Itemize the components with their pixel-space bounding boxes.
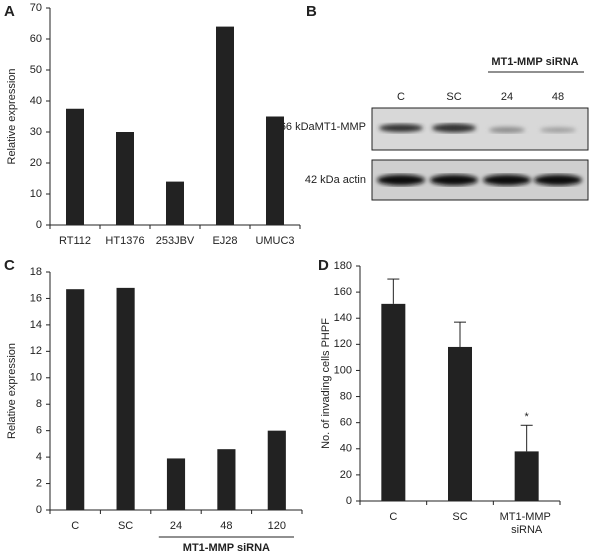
x-tick-label: 253JBV xyxy=(156,235,195,247)
y-tick-label: 4 xyxy=(36,451,42,463)
y-tick-label: 14 xyxy=(30,319,42,331)
bar xyxy=(448,346,472,501)
blot-strip xyxy=(371,107,589,151)
x-tick-label: SC xyxy=(118,520,133,532)
lane-label: 48 xyxy=(552,91,564,103)
y-tick-label: 6 xyxy=(36,425,42,437)
y-tick-label: 16 xyxy=(30,292,42,304)
y-tick-label: 80 xyxy=(340,390,352,402)
y-tick-label: 20 xyxy=(30,157,42,169)
lane-label: SC xyxy=(446,91,461,103)
y-tick-label: 0 xyxy=(36,504,42,516)
x-tick-label: SC xyxy=(452,511,467,523)
y-tick-label: 120 xyxy=(334,338,352,350)
y-tick-label: 180 xyxy=(334,260,352,272)
panel-label: B xyxy=(306,3,317,20)
bar xyxy=(267,430,286,510)
blot-strip xyxy=(371,159,589,201)
y-axis-title: No. of invading cells PHPF xyxy=(320,318,332,449)
x-tick-label: EJ28 xyxy=(212,235,237,247)
y-tick-label: 60 xyxy=(340,417,352,429)
y-tick-label: 60 xyxy=(30,33,42,45)
bar xyxy=(514,451,539,501)
y-axis-title: Relative expression xyxy=(6,343,18,439)
x-tick-label: RT112 xyxy=(59,235,91,247)
y-tick-label: 50 xyxy=(30,64,42,76)
panel-label: D xyxy=(318,257,329,274)
panel-label: C xyxy=(4,257,15,274)
x-tick-label: 24 xyxy=(170,520,182,532)
y-tick-label: 10 xyxy=(30,188,42,200)
bar xyxy=(166,458,186,510)
x-tick-label: 48 xyxy=(220,520,232,532)
bar xyxy=(116,132,134,225)
y-tick-label: 12 xyxy=(30,345,42,357)
bar xyxy=(217,449,236,510)
panel-label: A xyxy=(4,3,15,20)
bar xyxy=(266,116,284,225)
y-tick-label: 2 xyxy=(36,477,42,489)
lane-label: 24 xyxy=(501,91,513,103)
y-tick-label: 100 xyxy=(334,364,352,376)
y-tick-label: 0 xyxy=(36,219,42,231)
y-tick-label: 18 xyxy=(30,266,42,278)
group-label: MT1-MMP siRNA xyxy=(491,56,578,68)
bar xyxy=(216,26,234,225)
y-tick-label: 160 xyxy=(334,286,352,298)
annotation: * xyxy=(525,411,530,423)
y-tick-label: 0 xyxy=(346,495,352,507)
y-tick-label: 10 xyxy=(30,372,42,384)
bar xyxy=(381,303,406,501)
bar xyxy=(166,181,184,225)
x-tick-label: C xyxy=(71,520,79,532)
bar xyxy=(66,289,85,510)
y-tick-label: 8 xyxy=(36,398,42,410)
row-label: 42 kDa actin xyxy=(305,174,366,186)
y-tick-label: 40 xyxy=(30,95,42,107)
bar xyxy=(116,287,135,510)
x-tick-label: 120 xyxy=(268,520,286,532)
y-tick-label: 30 xyxy=(30,126,42,138)
y-tick-label: 20 xyxy=(340,469,352,481)
row-label: 66 kDaMT1-MMP xyxy=(280,121,366,133)
y-tick-label: 140 xyxy=(334,312,352,324)
x-tick-label: C xyxy=(389,511,397,523)
x-tick-label: UMUC3 xyxy=(255,235,294,247)
x-tick-label: HT1376 xyxy=(105,235,144,247)
y-axis-title: Relative expression xyxy=(6,69,18,165)
y-tick-label: 40 xyxy=(340,443,352,455)
x-tick-label: MT1-MMP siRNA xyxy=(500,511,554,536)
y-tick-label: 70 xyxy=(30,2,42,14)
bar xyxy=(66,108,84,225)
group-label: MT1-MMP siRNA xyxy=(183,542,270,551)
lane-label: C xyxy=(397,91,405,103)
